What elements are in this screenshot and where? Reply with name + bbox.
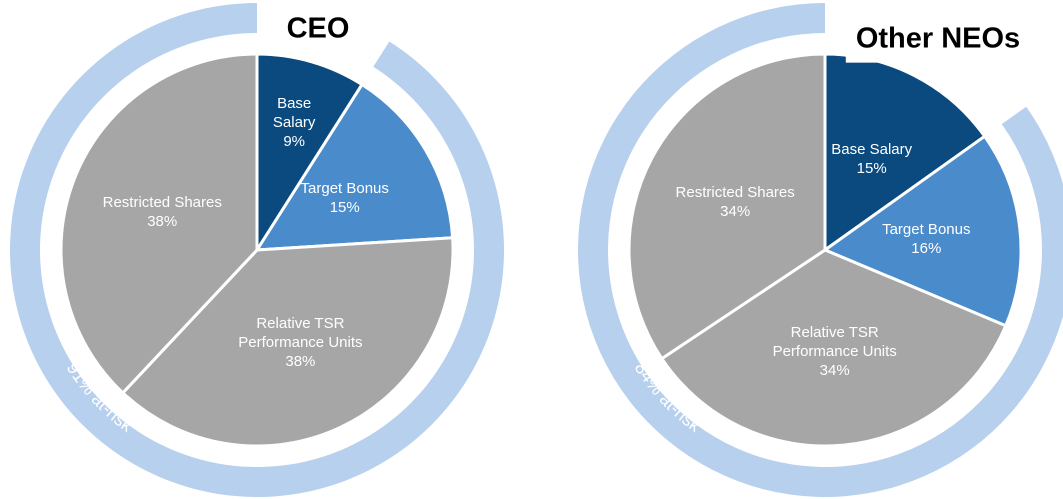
slice-label-box: Target Bonus 16% <box>846 199 1006 279</box>
slice-label-box: Base Salary 9% <box>262 82 326 162</box>
slice-label-box: Target Bonus 15% <box>265 158 425 238</box>
value-label: 38% <box>147 213 178 231</box>
value-label: 16% <box>911 239 942 257</box>
pie-slice <box>823 52 987 252</box>
pie-slice <box>627 52 827 361</box>
category-label: Base Salary <box>272 94 316 131</box>
category-label: Base Salary <box>831 141 913 159</box>
slice-label-box: Relative TSR Performance Units 38% <box>220 302 380 382</box>
title-background <box>845 0 1031 63</box>
value-label: 9% <box>283 132 306 150</box>
slice-label-box: Restricted Shares 38% <box>82 172 242 252</box>
pie-slice <box>59 52 259 395</box>
value-label: 34% <box>720 202 751 220</box>
slice-label-box: Base Salary 15% <box>792 119 952 199</box>
slice-label-box: Relative TSR Performance Units 34% <box>755 311 915 391</box>
category-label: Restricted Shares <box>675 183 795 201</box>
category-label: Restricted Shares <box>102 194 222 212</box>
chart-title: Other NEOs <box>856 23 1020 55</box>
value-label: 34% <box>819 361 850 379</box>
pie-slice <box>660 248 1008 448</box>
title-background <box>276 0 360 53</box>
category-label: Relative TSR Performance Units <box>238 314 363 351</box>
category-label: Target Bonus <box>882 220 971 238</box>
slice-label-box: Restricted Shares 34% <box>655 162 815 242</box>
pie-slice <box>121 236 455 448</box>
value-label: 15% <box>329 199 360 217</box>
pie-slice <box>823 134 1023 328</box>
pie-slice <box>255 52 364 252</box>
value-label: 15% <box>856 160 887 178</box>
chart-title: CEO <box>287 13 350 45</box>
category-label: Relative TSR Performance Units <box>772 323 897 360</box>
pie-slice <box>255 83 455 252</box>
value-label: 38% <box>285 352 316 370</box>
category-label: Target Bonus <box>300 180 389 198</box>
